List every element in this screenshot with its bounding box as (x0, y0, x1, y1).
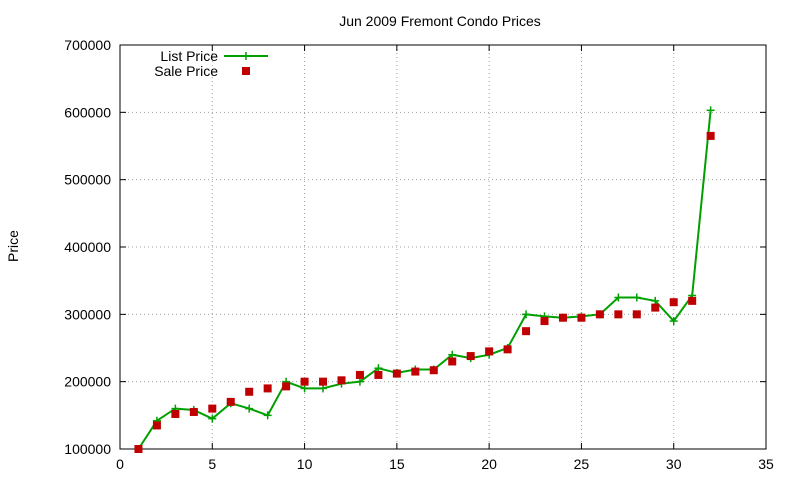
sale-price-point (632, 310, 641, 319)
y-tick-label: 600000 (64, 104, 111, 120)
y-tick-label: 100000 (64, 441, 111, 457)
sale-price-point (503, 345, 512, 354)
x-tick-label: 20 (481, 456, 497, 472)
sale-price-point (355, 370, 364, 379)
sale-price-point (337, 376, 346, 385)
list-price-point (651, 296, 660, 305)
sale-price-point (134, 445, 143, 453)
grid (120, 45, 766, 449)
sale-price-point (688, 296, 697, 305)
sale-price-point (448, 357, 457, 366)
sale-price-point (522, 327, 531, 336)
chart-title: Jun 2009 Fremont Condo Prices (339, 13, 541, 29)
sale-price-point (263, 384, 272, 393)
legend-plus-swatch (242, 52, 250, 60)
y-tick-label: 700000 (64, 37, 111, 53)
list-price-point (706, 106, 715, 115)
sale-price-point (411, 367, 420, 376)
legend-square-swatch (242, 67, 250, 75)
x-tick-label: 15 (389, 456, 405, 472)
sale-price-point (171, 409, 180, 418)
list-price-point (522, 310, 531, 319)
x-tick-label: 10 (297, 456, 313, 472)
sale-price-point (485, 347, 494, 356)
sale-price-point (374, 370, 383, 379)
list-price-point (319, 384, 328, 393)
list-price-point (355, 377, 364, 386)
y-tick-label: 200000 (64, 374, 111, 390)
list-price-line (137, 110, 712, 450)
list-price-point (300, 384, 309, 393)
series-layer (134, 106, 715, 453)
legend-label: List Price (160, 48, 218, 64)
x-tick-label: 25 (574, 456, 590, 472)
axes: 0 5 10 15 20 25 30 35 100000 200000 300000 400000 50… (64, 37, 774, 472)
sale-price-point (392, 369, 401, 378)
sale-price-point (669, 298, 678, 307)
list-price-point (263, 411, 272, 420)
sale-price-point (577, 313, 586, 322)
sale-price-point (706, 131, 715, 140)
list-price-point (632, 293, 641, 302)
y-tick-label: 300000 (64, 306, 111, 322)
sale-price-point (319, 377, 328, 386)
list-price-point (448, 350, 457, 359)
legend-label: Sale Price (154, 63, 218, 79)
sale-price-point (651, 303, 660, 312)
y-axis-label: Price (5, 230, 21, 262)
sale-price-point (208, 404, 217, 413)
sale-price-point (595, 310, 604, 319)
y-tick-label: 500000 (64, 172, 111, 188)
sale-price-point (226, 397, 235, 406)
sale-price-point (614, 310, 623, 319)
y-tick-label: 400000 (64, 239, 111, 255)
x-tick-label: 35 (758, 456, 774, 472)
sale-price-point (558, 313, 567, 322)
x-tick-label: 0 (116, 456, 124, 472)
sale-price-point (300, 377, 309, 386)
list-price-point (614, 293, 623, 302)
sale-price-point (429, 366, 438, 375)
list-price-point (669, 317, 678, 326)
sale-price-point (282, 382, 291, 391)
list-price-point (208, 414, 217, 423)
sale-price-point (466, 352, 475, 361)
list-price-point (374, 364, 383, 373)
sale-price-point (540, 317, 549, 326)
sale-price-point (189, 407, 198, 416)
sale-price-point (152, 421, 161, 430)
x-tick-label: 30 (666, 456, 682, 472)
x-tick-label: 5 (208, 456, 216, 472)
sale-price-point (245, 387, 254, 396)
list-price-point (245, 404, 254, 413)
